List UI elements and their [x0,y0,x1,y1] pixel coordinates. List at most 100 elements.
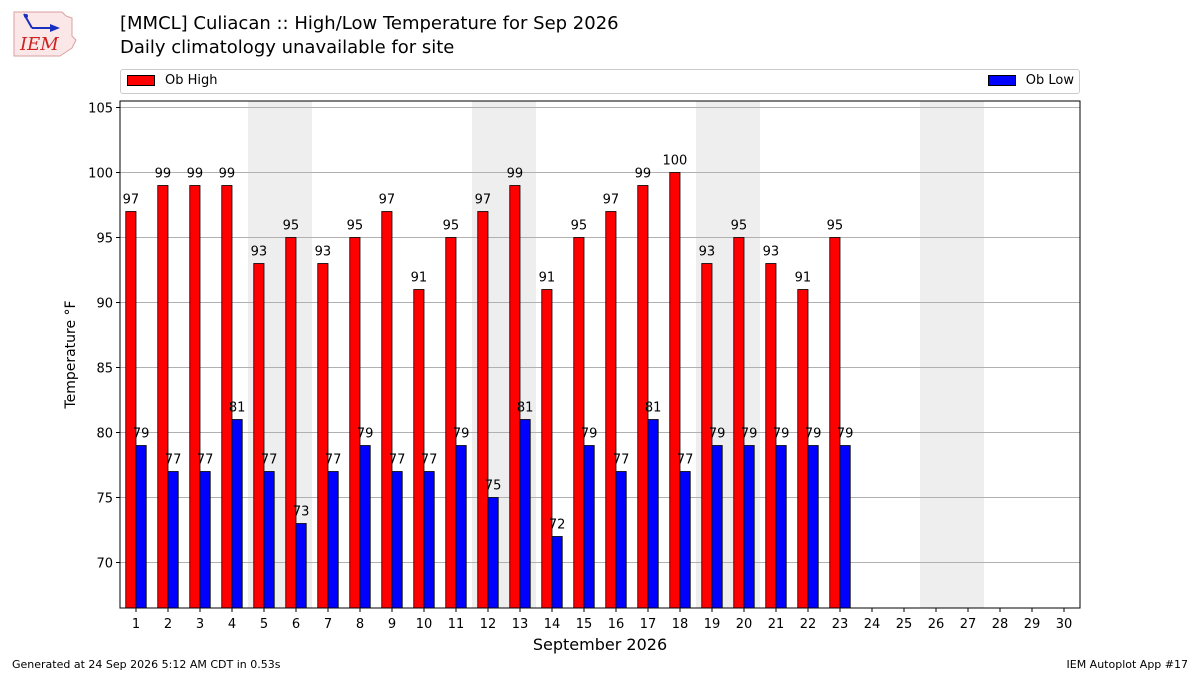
high-value-label-7: 93 [315,245,332,260]
plot-frame [119,100,1081,609]
x-tick-label-6: 6 [292,617,300,632]
low-value-label-4: 81 [229,401,246,416]
low-bar-2 [167,471,179,609]
low-bar-17 [647,419,659,609]
high-bar-23 [829,237,841,609]
high-bar-1 [125,211,137,609]
generated-timestamp: Generated at 24 Sep 2026 5:12 AM CDT in … [12,658,281,671]
low-bar-15 [583,445,595,609]
high-value-label-21: 93 [763,245,780,260]
high-value-label-6: 95 [283,219,300,234]
chart-legend: Ob High Ob Low [120,69,1080,94]
high-value-label-11: 95 [443,219,460,234]
x-tick-label-7: 7 [324,617,332,632]
x-tick-label-20: 20 [736,617,753,632]
high-bar-8 [349,237,361,609]
high-bar-13 [509,185,521,609]
x-tick-label-17: 17 [640,617,657,632]
x-tick-label-3: 3 [196,617,204,632]
x-tick-label-22: 22 [800,617,817,632]
x-tick-label-1: 1 [132,617,140,632]
high-bar-2 [157,185,169,609]
low-value-label-22: 79 [805,427,822,442]
low-value-label-2: 77 [165,453,182,468]
high-value-label-13: 99 [507,167,524,182]
low-bar-14 [551,536,563,609]
low-bar-13 [519,419,531,609]
x-tick-label-4: 4 [228,617,236,632]
low-value-label-6: 73 [293,505,310,520]
high-value-label-12: 97 [475,193,492,208]
high-value-label-3: 99 [187,167,204,182]
y-tick-label-105: 105 [88,102,113,117]
low-value-label-12: 75 [485,479,502,494]
x-tick-label-18: 18 [672,617,689,632]
x-tick-label-28: 28 [992,617,1009,632]
x-tick-label-23: 23 [832,617,849,632]
high-bar-4 [221,185,233,609]
legend-swatch-low [987,75,1016,86]
low-value-label-17: 81 [645,401,662,416]
low-value-label-1: 79 [133,427,150,442]
high-bar-6 [285,237,297,609]
y-tick-label-80: 80 [96,427,113,442]
svg-text:IEM: IEM [19,34,59,55]
low-bar-10 [423,471,435,609]
high-bar-17 [637,185,649,609]
x-tick-label-8: 8 [356,617,364,632]
high-value-label-14: 91 [539,271,556,286]
high-bar-18 [669,172,681,609]
x-tick-label-29: 29 [1024,617,1041,632]
y-tick-label-100: 100 [88,167,113,182]
legend-swatch-high [127,75,155,86]
high-bar-10 [413,289,425,609]
high-value-label-22: 91 [795,271,812,286]
high-value-label-23: 95 [827,219,844,234]
high-value-label-17: 99 [635,167,652,182]
x-axis-label: September 2026 [533,635,667,654]
x-tick-label-16: 16 [608,617,625,632]
low-bar-6 [295,523,307,609]
low-value-label-21: 79 [773,427,790,442]
legend-item-low: Ob Low [987,73,1074,88]
x-tick-label-13: 13 [512,617,529,632]
high-bar-15 [573,237,585,609]
high-value-label-9: 97 [379,193,396,208]
y-tick-label-85: 85 [96,362,113,377]
high-value-label-4: 99 [219,167,236,182]
y-tick-label-70: 70 [96,557,113,572]
low-value-label-10: 77 [421,453,438,468]
low-value-label-16: 77 [613,453,630,468]
low-bar-11 [455,445,467,609]
iem-logo: IEM [13,11,77,57]
y-tick-label-95: 95 [96,232,113,247]
x-tick-label-11: 11 [448,617,465,632]
x-tick-label-5: 5 [260,617,268,632]
x-tick-label-21: 21 [768,617,785,632]
low-value-label-14: 72 [549,518,566,533]
low-bar-16 [615,471,627,609]
x-tick-label-14: 14 [544,617,561,632]
x-tick-label-24: 24 [864,617,881,632]
high-value-label-5: 93 [251,245,268,260]
x-tick-label-19: 19 [704,617,721,632]
low-bar-3 [199,471,211,609]
low-value-label-19: 79 [709,427,726,442]
low-bar-5 [263,471,275,609]
high-value-label-16: 97 [603,193,620,208]
low-bar-12 [487,497,499,609]
high-bar-20 [733,237,745,609]
x-tick-label-9: 9 [388,617,396,632]
x-tick-label-25: 25 [896,617,913,632]
y-axis-label: Temperature °F [63,300,79,409]
low-value-label-9: 77 [389,453,406,468]
high-bar-12 [477,211,489,609]
chart-title: [MMCL] Culiacan :: High/Low Temperature … [120,13,619,34]
x-tick-label-30: 30 [1056,617,1073,632]
low-bar-1 [135,445,147,609]
high-value-label-15: 95 [571,219,588,234]
high-bar-3 [189,185,201,609]
low-bar-4 [231,419,243,609]
high-bar-5 [253,263,265,609]
low-value-label-11: 79 [453,427,470,442]
